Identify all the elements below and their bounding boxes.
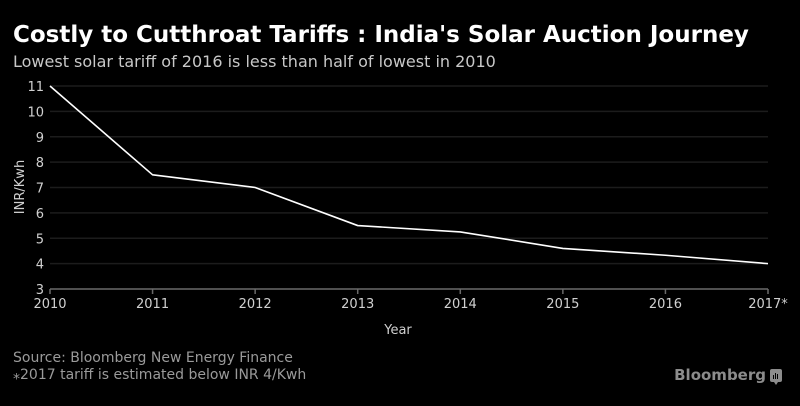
y-axis: 3 4 5 6 7 8 9 10 11	[27, 80, 44, 298]
brand-name: Bloomberg	[674, 366, 766, 384]
chart-title: Costly to Cutthroat Tariffs : India's So…	[13, 22, 749, 48]
x-tick-label: 2012	[239, 297, 272, 312]
series-line	[49, 85, 769, 265]
y-tick-label: 8	[36, 156, 44, 171]
x-tick-label: 2016	[649, 297, 682, 312]
y-axis-title: INR/Kwh	[13, 160, 28, 214]
x-axis-title: Year	[383, 323, 412, 338]
y-tick-label: 7	[36, 182, 44, 197]
y-tick-label: 11	[27, 80, 44, 95]
chart-footer: Source: Bloomberg New Energy Finance ⁎20…	[13, 350, 306, 384]
x-axis: 2010 2011 2012 2013 2014 2015 2016 2017*	[33, 288, 788, 312]
series-lowest-tariff	[49, 85, 769, 265]
x-tick-label: 2015	[546, 297, 579, 312]
chart-subtitle: Lowest solar tariff of 2016 is less than…	[13, 52, 496, 71]
y-tick-label: 10	[27, 105, 44, 120]
y-tick-label: 5	[36, 232, 44, 247]
x-tick-label: 2011	[136, 297, 169, 312]
x-tick-label: 2014	[444, 297, 477, 312]
gridlines	[50, 85, 768, 265]
footnote: ⁎2017 tariff is estimated below INR 4/Kw…	[13, 367, 307, 383]
x-tick-label: 2013	[341, 297, 374, 312]
x-tick-label: 2010	[33, 297, 66, 312]
y-tick-label: 9	[36, 131, 44, 146]
y-tick-label: 4	[36, 258, 44, 273]
source-note: Source: Bloomberg New Energy Finance	[13, 350, 293, 366]
y-tick-label: 3	[36, 283, 44, 298]
x-tick-label: 2017*	[748, 297, 788, 312]
chat-bars-icon	[770, 368, 782, 385]
y-tick-label: 6	[36, 207, 44, 222]
bloomberg-logo: Bloomberg	[674, 366, 782, 385]
